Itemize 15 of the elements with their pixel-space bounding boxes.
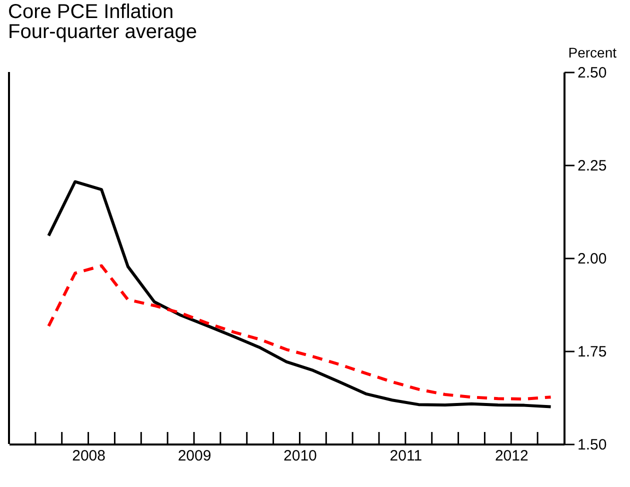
y-tick-label: 2.25: [578, 158, 607, 174]
y-tick-label: 2.50: [578, 64, 607, 82]
x-tick-label: 2012: [494, 448, 528, 464]
x-tick-label: 2008: [72, 448, 106, 464]
y-axis-title: Percent: [568, 44, 617, 60]
x-tick-label: 2010: [284, 448, 317, 464]
y-tick-label: 1.50: [578, 436, 607, 454]
y-tick-label: 1.75: [578, 344, 607, 360]
x-tick-label: 2011: [390, 448, 422, 464]
x-tick-label: 2009: [178, 448, 212, 464]
chart-title: Core PCE Inflation: [8, 1, 174, 23]
y-tick-label: 2.00: [578, 250, 607, 268]
line-series: [47, 180, 552, 408]
line-series: [47, 264, 552, 400]
chart-subtitle: Four-quarter average: [8, 21, 197, 43]
